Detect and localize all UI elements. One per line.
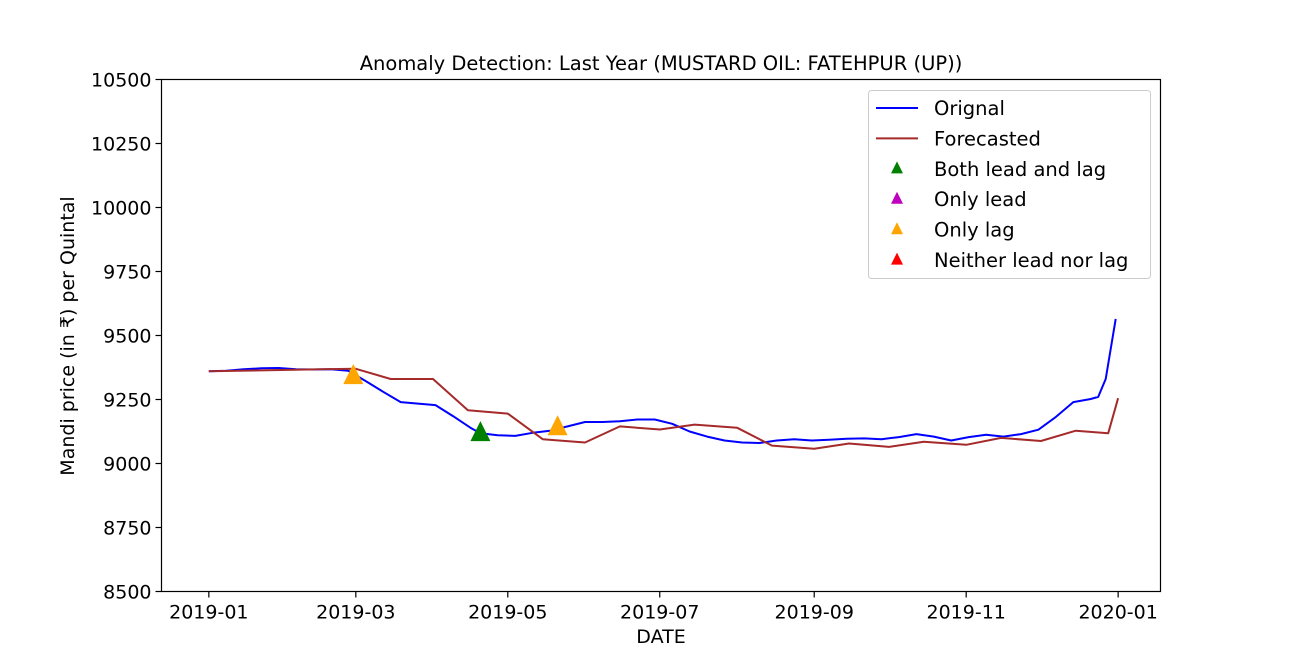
x-axis: 2019-01 2019-03 2019-05 2019-07 2019-09 2019-…	[169, 591, 1158, 624]
y-axis: 8500 8750 9000 9250 9500 9750 10000 10250 10500	[91, 70, 162, 604]
x-tick-label: 2019-05	[468, 602, 547, 624]
legend-marker-swatch	[891, 222, 903, 235]
x-tick-label: 2019-07	[620, 602, 699, 624]
x-tick-label: 2019-09	[775, 602, 854, 624]
y-tick-label: 9750	[103, 262, 151, 284]
x-tick-label: 2019-01	[169, 602, 248, 624]
chart-title: Anomaly Detection: Last Year (MUSTARD OI…	[360, 52, 963, 75]
y-tick-label: 8500	[103, 582, 151, 604]
x-axis-title: DATE	[636, 626, 685, 648]
anomaly-markers	[343, 364, 568, 442]
y-tick-label: 8750	[103, 518, 151, 540]
x-tick-label: 2020-01	[1078, 602, 1157, 624]
x-tick-label: 2019-11	[926, 602, 1005, 624]
legend-marker-swatch	[891, 191, 903, 204]
y-tick-label: 10250	[91, 134, 151, 156]
legend-marker-swatch	[891, 161, 903, 174]
anomaly-marker-both-lead-and-lag	[470, 421, 491, 442]
y-tick-label: 9250	[103, 390, 151, 412]
legend-label: Only lag	[934, 219, 1015, 242]
legend: Orignal Forecasted Both lead and lag Only l…	[868, 90, 1151, 279]
y-axis-title: Mandi price (in ₹) per Quintal	[57, 196, 79, 475]
anomaly-marker-only-lag	[547, 415, 568, 436]
y-tick-label: 9000	[103, 454, 151, 476]
legend-label: Neither lead nor lag	[934, 249, 1128, 272]
legend-label: Both lead and lag	[934, 158, 1106, 181]
legend-box	[868, 90, 1151, 279]
y-tick-label: 10500	[91, 70, 151, 92]
legend-label: Forecasted	[934, 127, 1041, 150]
series-line-forecasted	[208, 367, 1120, 450]
legend-label: Only lead	[934, 188, 1027, 211]
x-tick-label: 2019-03	[316, 602, 395, 624]
legend-marker-swatch	[891, 252, 903, 265]
y-tick-label: 9500	[103, 326, 151, 348]
legend-label: Orignal	[934, 97, 1005, 120]
y-tick-label: 10000	[91, 198, 151, 220]
anomaly-marker-only-lag	[343, 364, 364, 385]
